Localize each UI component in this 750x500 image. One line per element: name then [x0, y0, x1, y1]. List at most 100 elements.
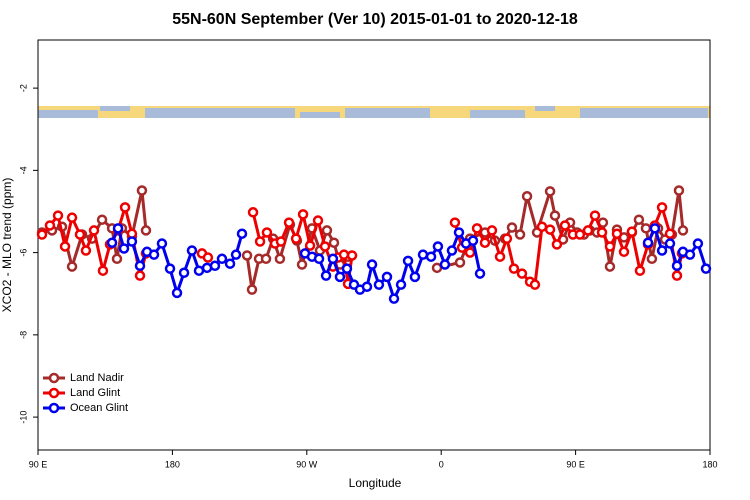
data-point	[464, 247, 476, 258]
data-point	[275, 236, 287, 247]
data-point	[673, 185, 685, 196]
data-point	[642, 237, 654, 248]
legend-label: Land Glint	[70, 387, 120, 399]
data-point	[677, 225, 689, 236]
data-point	[171, 287, 183, 299]
data-point	[341, 263, 353, 274]
data-point	[134, 260, 146, 272]
data-point	[312, 215, 324, 226]
data-point	[589, 210, 601, 221]
data-point	[97, 265, 109, 276]
data-point	[319, 241, 331, 252]
data-point	[126, 236, 138, 247]
data-point	[692, 238, 704, 249]
data-point	[381, 271, 393, 283]
data-point	[66, 212, 78, 223]
data-point	[671, 260, 683, 272]
data-point	[313, 253, 325, 265]
x-tick-label: 180	[702, 459, 717, 469]
data-point	[230, 249, 242, 260]
data-point	[119, 202, 131, 213]
data-point	[649, 223, 661, 234]
data-point	[521, 191, 533, 202]
data-point	[596, 227, 608, 238]
data-point	[439, 259, 451, 270]
data-point	[664, 228, 676, 239]
data-point	[646, 253, 658, 265]
data-point	[296, 259, 308, 270]
data-point	[111, 253, 123, 265]
data-point	[453, 227, 465, 238]
legend-label: Ocean Glint	[70, 402, 128, 414]
data-point	[140, 225, 152, 236]
data-point	[474, 268, 486, 279]
data-point	[112, 223, 124, 234]
data-point	[178, 267, 190, 279]
data-point	[164, 263, 176, 274]
data-point	[656, 202, 668, 213]
data-point	[501, 233, 513, 244]
y-tick-label: -2	[18, 84, 28, 92]
data-point	[494, 251, 506, 262]
data-point	[224, 258, 236, 269]
data-point	[321, 225, 333, 236]
data-point	[388, 293, 400, 304]
data-point	[626, 226, 638, 237]
data-point	[529, 279, 541, 290]
data-point	[274, 253, 286, 265]
data-point	[261, 227, 273, 238]
data-point	[471, 223, 483, 234]
data-point	[544, 224, 556, 235]
data-point	[664, 238, 676, 249]
data-point	[134, 270, 146, 281]
data-point	[467, 235, 479, 246]
data-point	[80, 245, 92, 256]
data-point	[52, 210, 64, 221]
data-point	[656, 245, 668, 256]
x-axis-label: Longitude	[349, 476, 402, 490]
data-point	[202, 252, 214, 263]
data-point	[634, 265, 646, 276]
data-point	[486, 225, 498, 236]
data-point	[254, 236, 266, 247]
data-point	[88, 225, 100, 236]
data-point	[283, 217, 295, 228]
data-point	[246, 284, 258, 295]
x-tick-label: 90 E	[566, 459, 585, 469]
data-point	[559, 220, 571, 231]
y-axis-label: XCO2 - MLO trend (ppm)	[0, 178, 14, 313]
y-tick-label: -4	[18, 166, 28, 174]
data-point	[604, 241, 616, 252]
plot-frame	[37, 39, 711, 451]
data-point	[304, 240, 316, 251]
data-point	[684, 249, 696, 260]
data-point	[96, 214, 108, 225]
data-point	[425, 251, 437, 262]
data-point	[290, 233, 302, 244]
data-point	[346, 250, 358, 261]
data-point	[574, 229, 586, 240]
data-point	[516, 268, 528, 279]
data-point	[536, 221, 548, 232]
data-point	[700, 263, 712, 274]
data-point	[334, 271, 346, 283]
data-point	[449, 217, 461, 228]
data-point	[395, 279, 407, 290]
legend-label: Land Nadir	[70, 372, 124, 384]
data-point	[156, 238, 168, 249]
data-point	[366, 259, 378, 270]
data-point	[260, 253, 272, 265]
data-point	[373, 279, 385, 290]
data-point	[514, 229, 526, 240]
data-point	[402, 255, 414, 267]
data-point	[338, 249, 350, 260]
y-tick-label: -8	[18, 331, 28, 339]
data-point	[508, 263, 520, 274]
data-point	[186, 245, 198, 256]
data-point	[66, 261, 78, 272]
data-point	[417, 249, 429, 260]
map-strip	[38, 106, 710, 118]
x-tick-label: 90 E	[29, 459, 48, 469]
data-point	[506, 222, 518, 233]
